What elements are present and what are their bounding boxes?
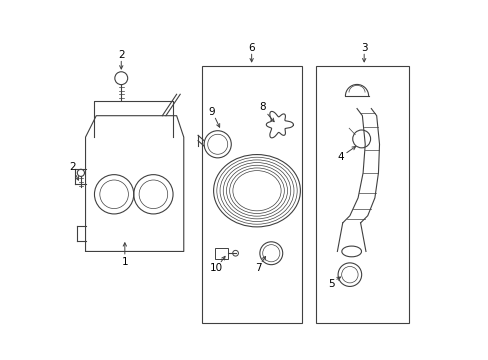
Text: 5: 5 (327, 279, 334, 289)
Text: 8: 8 (259, 103, 265, 112)
Text: 3: 3 (360, 43, 366, 53)
Text: 7: 7 (254, 263, 261, 273)
Text: 6: 6 (248, 43, 254, 53)
Text: 4: 4 (337, 153, 344, 162)
Text: 1: 1 (122, 257, 128, 267)
Bar (214, 248, 227, 258)
Text: 2: 2 (69, 162, 76, 172)
Bar (201, 66, 301, 323)
Text: 2: 2 (118, 50, 124, 60)
Text: 9: 9 (208, 107, 215, 117)
Bar (315, 66, 408, 323)
Text: 10: 10 (210, 263, 223, 273)
